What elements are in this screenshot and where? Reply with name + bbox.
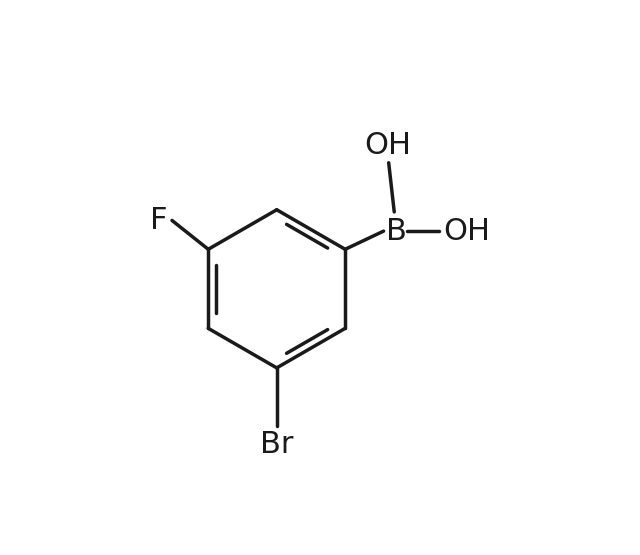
- Text: Br: Br: [260, 430, 294, 460]
- Text: B: B: [386, 216, 407, 246]
- Text: F: F: [150, 206, 168, 235]
- Text: OH: OH: [364, 131, 412, 160]
- Text: OH: OH: [444, 216, 490, 246]
